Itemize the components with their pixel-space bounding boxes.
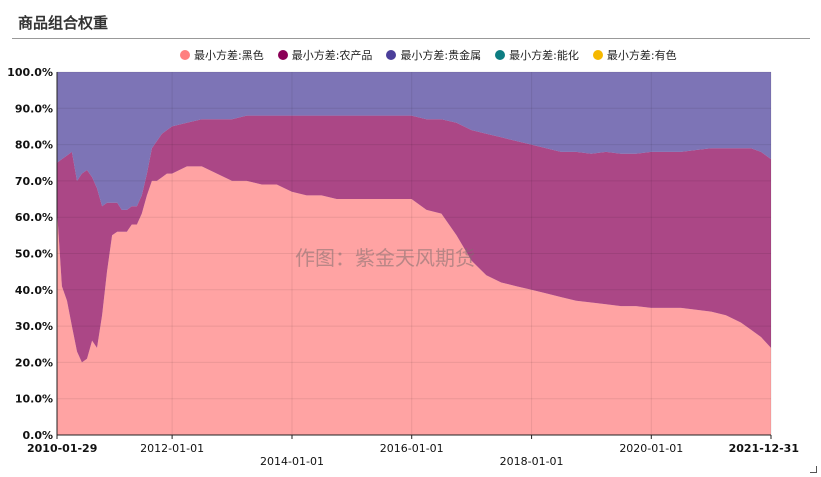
chart-legend: 最小方差:黑色 最小方差:农产品 最小方差:贵金属 最小方差:能化 最小方差:有色 <box>180 47 677 63</box>
y-tick-label: 80.0% <box>15 139 53 152</box>
x-tick-label: 2014-01-01 <box>260 455 324 468</box>
x-tick-label: 2021-12-31 <box>729 442 799 455</box>
title-divider <box>12 38 810 39</box>
series-area-0 <box>57 166 771 435</box>
legend-label: 最小方差:贵金属 <box>400 49 482 62</box>
legend-marker-icon <box>592 50 603 60</box>
resize-handle[interactable] <box>810 466 817 473</box>
y-tick-label: 50.0% <box>15 248 53 261</box>
x-tick-label: 2012-01-01 <box>140 442 204 455</box>
legend-item[interactable]: 最小方差:贵金属 <box>386 47 481 63</box>
legend-marker-icon <box>495 50 506 60</box>
legend-marker-icon <box>386 50 397 60</box>
series-area-1 <box>57 115 771 363</box>
x-tick-label: 2018-01-01 <box>500 455 564 468</box>
x-tick-label: 2020-01-01 <box>619 442 683 455</box>
y-tick-label: 10.0% <box>15 393 53 406</box>
y-tick-label: 30.0% <box>15 320 53 333</box>
legend-label: 最小方差:农产品 <box>291 49 373 62</box>
legend-item[interactable]: 最小方差:农产品 <box>277 47 373 63</box>
legend-marker-icon <box>277 50 288 60</box>
legend-label: 最小方差:有色 <box>606 49 677 62</box>
x-tick-label: 2016-01-01 <box>380 442 444 455</box>
series-area-2 <box>57 72 771 210</box>
legend-item[interactable]: 最小方差:能化 <box>495 47 579 63</box>
y-tick-label: 40.0% <box>15 284 53 297</box>
y-tick-label: 100.0% <box>7 66 53 79</box>
legend-label: 最小方差:黑色 <box>194 49 264 62</box>
y-tick-label: 0.0% <box>22 429 53 442</box>
page-title: 商品组合权重 <box>18 14 109 32</box>
x-tick-label: 2010-01-29 <box>27 442 97 455</box>
legend-item[interactable]: 最小方差:黑色 <box>180 47 264 63</box>
legend-item[interactable]: 最小方差:有色 <box>592 47 677 63</box>
legend-label: 最小方差:能化 <box>509 49 579 62</box>
legend-marker-icon <box>180 50 190 60</box>
y-tick-label: 70.0% <box>15 175 53 188</box>
watermark-text: 作图：紫金天风期货 <box>295 246 475 270</box>
y-tick-label: 20.0% <box>15 356 53 369</box>
y-tick-label: 60.0% <box>15 211 53 224</box>
y-tick-label: 90.0% <box>15 102 53 115</box>
